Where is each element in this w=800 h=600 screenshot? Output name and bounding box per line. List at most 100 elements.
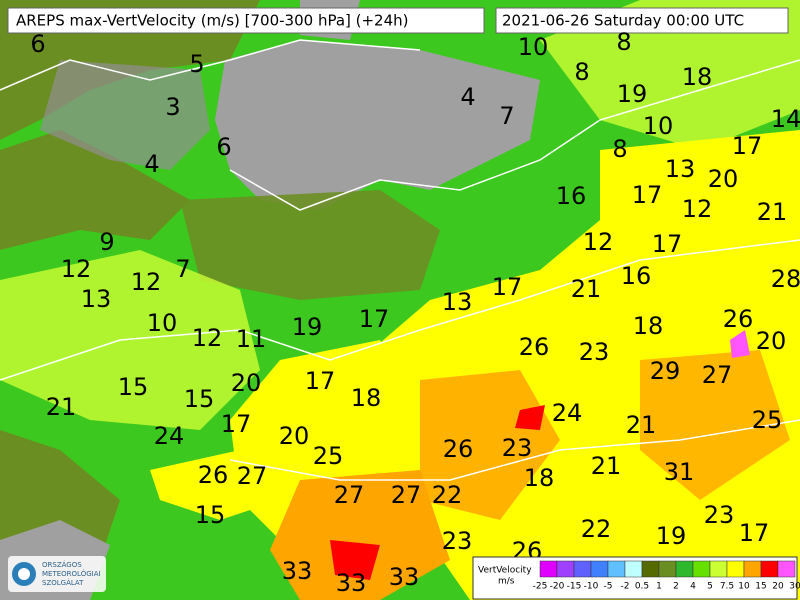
value-label: 20 [756, 327, 787, 355]
value-label: 27 [237, 462, 268, 490]
value-label: 13 [442, 288, 473, 316]
value-label: 17 [739, 519, 770, 547]
value-label: 26 [519, 333, 550, 361]
value-label: 11 [236, 325, 267, 353]
logo-text: METEOROLÓGIAI [42, 569, 101, 578]
value-label: 31 [664, 458, 695, 486]
legend-tick-label: 2 [673, 582, 679, 592]
legend-swatch [777, 560, 796, 578]
legend-tick-label: 1 [656, 582, 662, 592]
value-label: 5 [189, 50, 204, 78]
value-label: 24 [154, 422, 185, 450]
value-label: 15 [195, 501, 226, 529]
legend: VertVelocity m/s -25 -20 -15 -10 -5 -2 0.5 1 2 4 5… [472, 556, 800, 600]
legend-swatch [675, 560, 694, 578]
legend-swatch [658, 560, 677, 578]
value-label: 27 [334, 481, 365, 509]
value-label: 3 [165, 93, 180, 121]
legend-swatch [590, 560, 609, 578]
legend-tick-label: -20 [550, 582, 565, 592]
value-label: 29 [650, 357, 681, 385]
value-label: 17 [732, 132, 763, 160]
legend-swatch [539, 560, 558, 578]
value-label: 26 [198, 461, 229, 489]
value-label: 20 [279, 422, 310, 450]
legend-swatch [624, 560, 643, 578]
value-label: 17 [632, 181, 663, 209]
value-label: 19 [617, 80, 648, 108]
legend-tick-label: 0.5 [635, 582, 649, 592]
value-label: 12 [192, 324, 223, 352]
value-label: 12 [131, 268, 162, 296]
value-label: 33 [336, 569, 367, 597]
value-label: 18 [633, 312, 664, 340]
logo: ORSZÁGOS METEOROLÓGIAI SZOLGÁLAT [8, 556, 106, 592]
logo-text: ORSZÁGOS [42, 560, 82, 569]
time-box: 2021-06-26 Saturday 00:00 UTC [495, 7, 789, 34]
value-label: 18 [524, 464, 555, 492]
legend-tick-label: -2 [621, 582, 630, 592]
value-label: 15 [118, 373, 149, 401]
title-box: AREPS max-VertVelocity (m/s) [700-300 hP… [7, 7, 485, 34]
legend-swatch [692, 560, 711, 578]
value-label: 25 [313, 442, 344, 470]
value-label: 17 [359, 305, 390, 333]
value-label: 26 [723, 305, 754, 333]
legend-tick-label: -25 [533, 582, 548, 592]
value-label: 27 [391, 481, 422, 509]
value-label: 6 [30, 30, 45, 58]
value-label: 7 [175, 255, 190, 283]
legend-tick-label: 4 [690, 582, 696, 592]
value-label: 23 [442, 527, 473, 555]
map-title: AREPS max-VertVelocity (m/s) [700-300 hP… [16, 12, 409, 30]
value-label: 4 [460, 83, 475, 111]
value-label: 12 [682, 195, 713, 223]
value-label: 10 [518, 33, 549, 61]
value-label: 16 [621, 262, 652, 290]
value-label: 4 [144, 150, 159, 178]
value-label: 27 [702, 361, 733, 389]
legend-swatch [760, 560, 779, 578]
legend-unit: m/s [498, 577, 515, 587]
value-label: 13 [665, 155, 696, 183]
legend-swatch [556, 560, 575, 578]
value-label: 8 [612, 135, 627, 163]
value-label: 18 [351, 384, 382, 412]
legend-swatch [641, 560, 660, 578]
value-label: 10 [643, 112, 674, 140]
value-label: 21 [591, 452, 622, 480]
value-label: 8 [616, 28, 631, 56]
value-label: 16 [556, 182, 587, 210]
value-label: 17 [492, 273, 523, 301]
value-label: 6 [216, 133, 231, 161]
value-label: 28 [771, 265, 800, 293]
value-label: 22 [581, 515, 612, 543]
value-label: 33 [389, 563, 420, 591]
value-label: 21 [571, 275, 602, 303]
value-label: 14 [771, 105, 800, 133]
value-label: 33 [282, 557, 313, 585]
value-label: 22 [432, 481, 463, 509]
value-label: 19 [292, 313, 323, 341]
value-label: 17 [652, 230, 683, 258]
value-label: 13 [81, 285, 112, 313]
value-label: 23 [502, 434, 533, 462]
value-label: 21 [757, 198, 788, 226]
valid-time: 2021-06-26 Saturday 00:00 UTC [502, 12, 744, 30]
value-label: 9 [99, 228, 114, 256]
legend-tick-label: 20 [772, 582, 784, 592]
value-label: 21 [46, 393, 77, 421]
value-label: 17 [305, 367, 336, 395]
legend-tick-label: 30 [789, 582, 800, 592]
value-label: 25 [752, 406, 783, 434]
value-label: 7 [499, 102, 514, 130]
value-label: 17 [221, 410, 252, 438]
value-label: 20 [708, 165, 739, 193]
value-label: 18 [682, 63, 713, 91]
legend-tick-label: -10 [584, 582, 599, 592]
value-label: 24 [552, 399, 583, 427]
legend-tick-label: 7.5 [720, 582, 734, 592]
